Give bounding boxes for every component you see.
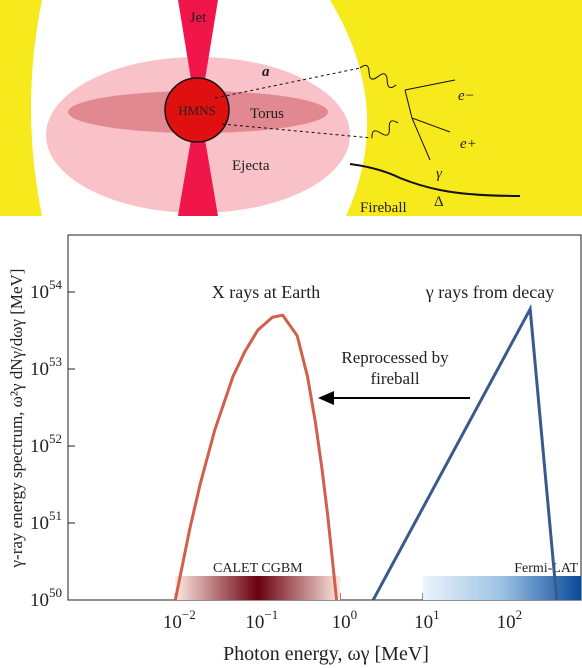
tick-label: 1053 [30, 354, 62, 380]
tick-base: 10 [163, 612, 182, 633]
tick-label: 10−2 [163, 607, 196, 633]
tick-label: 101 [414, 607, 440, 633]
tick-power: 54 [49, 277, 63, 292]
tick-label: 1051 [30, 508, 62, 534]
tick-base: 10 [30, 282, 49, 303]
tick-label: 10−1 [245, 607, 278, 633]
band-label: Fermi-LAT [514, 561, 578, 576]
tick-power: 53 [49, 354, 62, 369]
tick-label: 1052 [30, 431, 62, 457]
label: γ [436, 166, 443, 182]
label: Torus [250, 106, 284, 122]
label: Δ [434, 194, 444, 210]
series-line [173, 313, 339, 601]
hmns [164, 77, 230, 143]
annotation: Reprocessed by [341, 348, 449, 367]
fireball-right [330, 0, 582, 216]
tick-power: 52 [49, 431, 62, 446]
tick-base: 10 [245, 612, 264, 633]
tick-power: 51 [49, 508, 62, 523]
tick-label: 1054 [30, 277, 63, 303]
series-label: X rays at Earth [212, 282, 320, 302]
brace [349, 163, 521, 197]
photon [371, 120, 399, 139]
band-label: CALET CGBM [213, 561, 303, 576]
tick-base: 10 [30, 513, 49, 534]
tick-power: 50 [49, 585, 62, 600]
tick-base: 10 [414, 612, 433, 633]
tick-power: −1 [264, 607, 278, 622]
annotation: fireball [370, 369, 419, 388]
axion-line [221, 123, 373, 139]
y-axis-label: γ-ray energy spectrum, ω²γ dNγ/dωγ [MeV] [7, 269, 26, 569]
tick-base: 10 [30, 590, 49, 611]
fireball-left [0, 0, 42, 216]
label: e+ [460, 136, 477, 152]
tick-power: 1 [433, 607, 440, 622]
label: a [262, 64, 270, 80]
tick-base: 10 [497, 612, 516, 633]
axion-line [214, 67, 361, 99]
fermion-lines [404, 79, 456, 161]
label: HMNS [178, 103, 216, 118]
tick-power: −2 [182, 607, 196, 622]
label: Ejecta [232, 158, 270, 174]
tick-power: 0 [351, 607, 358, 622]
tick-base: 10 [30, 436, 49, 457]
tick-power: 2 [516, 607, 523, 622]
label: Fireball [360, 200, 407, 216]
tick-base: 10 [30, 359, 49, 380]
arrow-head [318, 391, 334, 405]
label: Jet [190, 10, 207, 26]
series-line [371, 304, 559, 601]
diagram: Jet a HMNS Torus Ejecta e− e+ γ Δ Fireba… [0, 0, 582, 216]
series-label: γ rays from decay [425, 282, 554, 302]
label: e− [458, 88, 475, 104]
tick-label: 100 [332, 607, 358, 633]
tick-label: 1050 [30, 585, 62, 611]
photon [359, 64, 397, 89]
tick-base: 10 [332, 612, 351, 633]
tick-label: 102 [497, 607, 522, 633]
x-axis-label: Photon energy, ωγ [MeV] [223, 643, 429, 665]
sensitivity-band [175, 576, 341, 600]
